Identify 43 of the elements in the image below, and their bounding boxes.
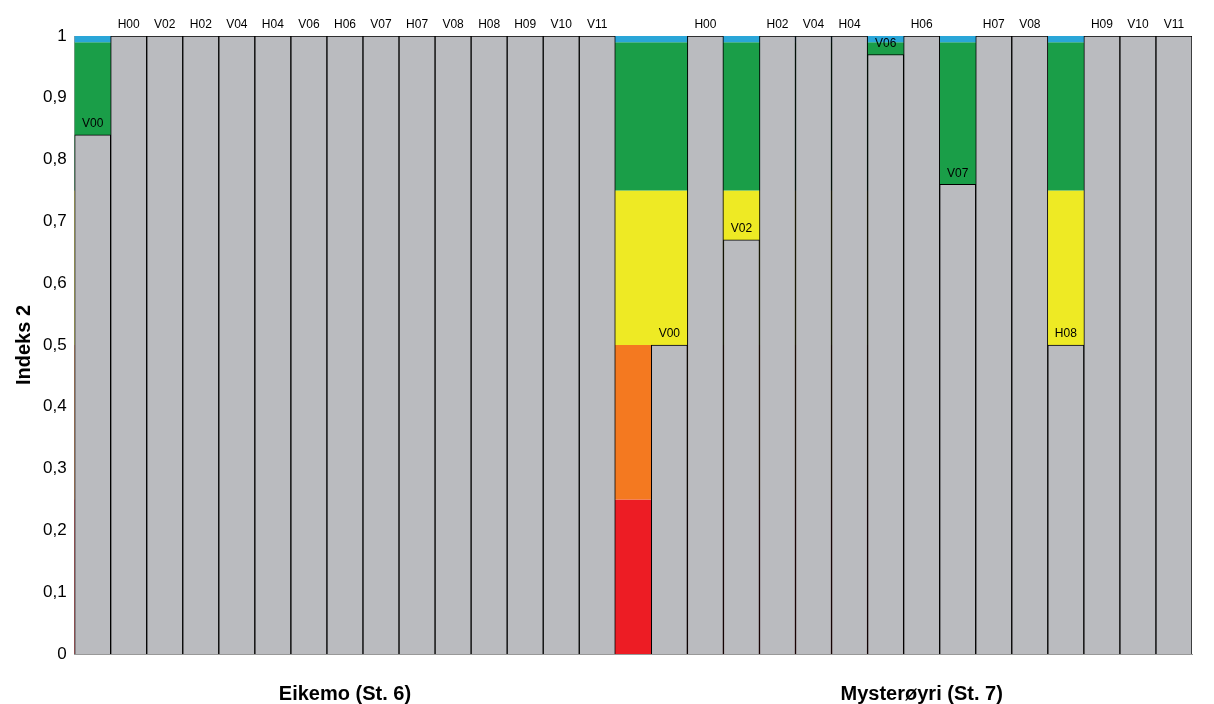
y-tick-label: 0,4	[42, 396, 67, 416]
y-axis-title: Indeks 2	[11, 304, 34, 386]
data-label: V04	[802, 17, 825, 32]
data-label: V00	[81, 116, 104, 131]
y-tick-label: 1	[57, 25, 67, 45]
data-label: H08	[478, 17, 501, 32]
y-tick-label: 0,6	[42, 272, 67, 292]
data-label: H07	[982, 17, 1006, 32]
data-label: V06	[298, 17, 320, 32]
y-tick-label: 0,5	[42, 334, 67, 354]
data-label: V02	[730, 221, 753, 236]
y-tick-label: 0,9	[42, 87, 67, 107]
data-label: H00	[117, 17, 141, 32]
data-label: V07	[370, 17, 393, 32]
data-label: H02	[189, 17, 213, 32]
data-label: V08	[442, 17, 465, 32]
data-label: V00	[658, 326, 681, 341]
data-label: V02	[154, 17, 176, 32]
data-label: H06	[910, 17, 933, 32]
y-tick-label: 0,7	[42, 211, 67, 231]
data-label: V11	[587, 17, 608, 32]
text: Mysterøyri (St. 7)	[840, 681, 1003, 704]
data-label: H08	[1054, 326, 1078, 341]
data-label: V07	[947, 165, 969, 180]
y-tick-label: 0,1	[42, 581, 67, 601]
text: Eikemo (St. 6)	[278, 681, 412, 704]
y-tick-label: 0,8	[42, 149, 67, 169]
data-label: H09	[1090, 17, 1114, 32]
y-tick-label: 0,2	[42, 520, 67, 540]
data-label: V10	[1127, 17, 1149, 32]
data-label: H07	[406, 17, 429, 32]
data-label: H04	[838, 17, 861, 32]
y-tick-label: 0	[57, 643, 67, 663]
data-label: V04	[226, 17, 248, 32]
data-label: H06	[333, 17, 357, 32]
data-label: V10	[550, 17, 573, 32]
y-tick-label: 0,3	[42, 458, 67, 478]
data-label: V08	[1019, 17, 1041, 32]
data-label: H09	[514, 17, 537, 32]
data-label: H02	[766, 17, 789, 32]
data-label: H00	[694, 17, 717, 32]
data-label: H04	[261, 17, 285, 32]
data-label: V11	[1163, 17, 1185, 32]
